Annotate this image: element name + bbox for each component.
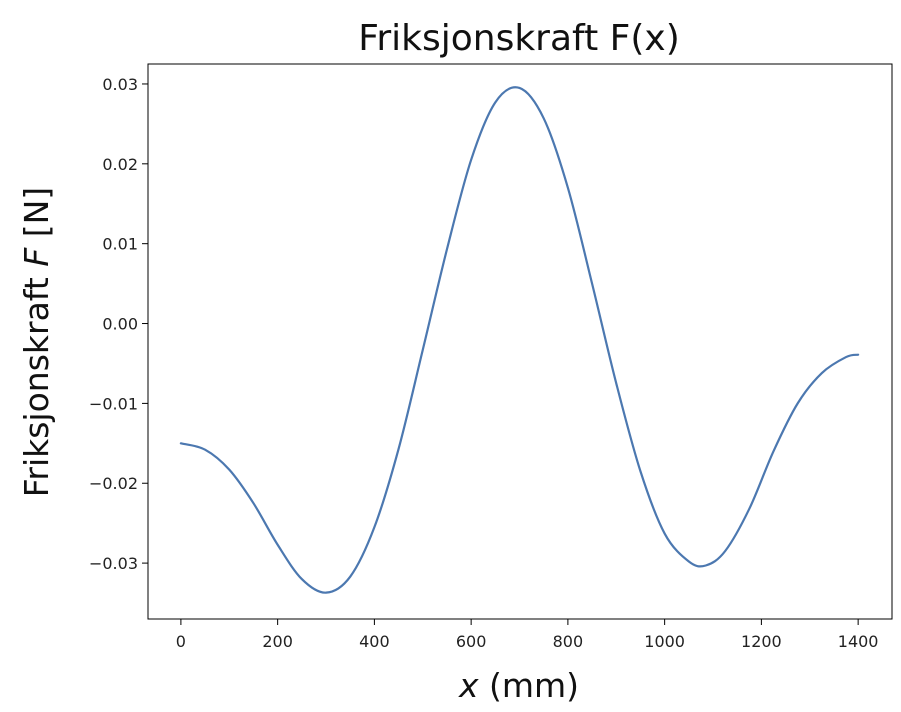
y-tick-label: −0.02 — [89, 474, 138, 493]
x-tick-label: 400 — [359, 632, 390, 651]
y-tick-label: 0.03 — [102, 75, 138, 94]
x-axis-label: x (mm) — [458, 666, 579, 705]
x-tick-label: 600 — [456, 632, 487, 651]
y-tick-label: 0.01 — [102, 235, 138, 254]
x-tick-label: 1000 — [644, 632, 685, 651]
x-tick-label: 1400 — [838, 632, 879, 651]
y-tick-label: 0.00 — [102, 315, 138, 334]
y-tick-label: −0.01 — [89, 394, 138, 413]
x-axis: 0 200 400 600 800 1000 1200 1400 — [176, 619, 879, 651]
y-tick-label: −0.03 — [89, 554, 138, 573]
x-tick-label: 1200 — [741, 632, 782, 651]
y-tick-label: 0.02 — [102, 155, 138, 174]
plot-area — [147, 63, 893, 620]
x-tick-label: 800 — [553, 632, 584, 651]
chart-title: Friksjonskraft F(x) — [358, 18, 680, 59]
y-axis-label: Friksjonskraft F [N] — [17, 187, 56, 497]
x-tick-label: 0 — [176, 632, 186, 651]
x-tick-label: 200 — [262, 632, 293, 651]
series-line — [179, 86, 860, 594]
y-axis: −0.03 −0.02 −0.01 0.00 0.01 0.02 0.03 — [89, 75, 148, 573]
